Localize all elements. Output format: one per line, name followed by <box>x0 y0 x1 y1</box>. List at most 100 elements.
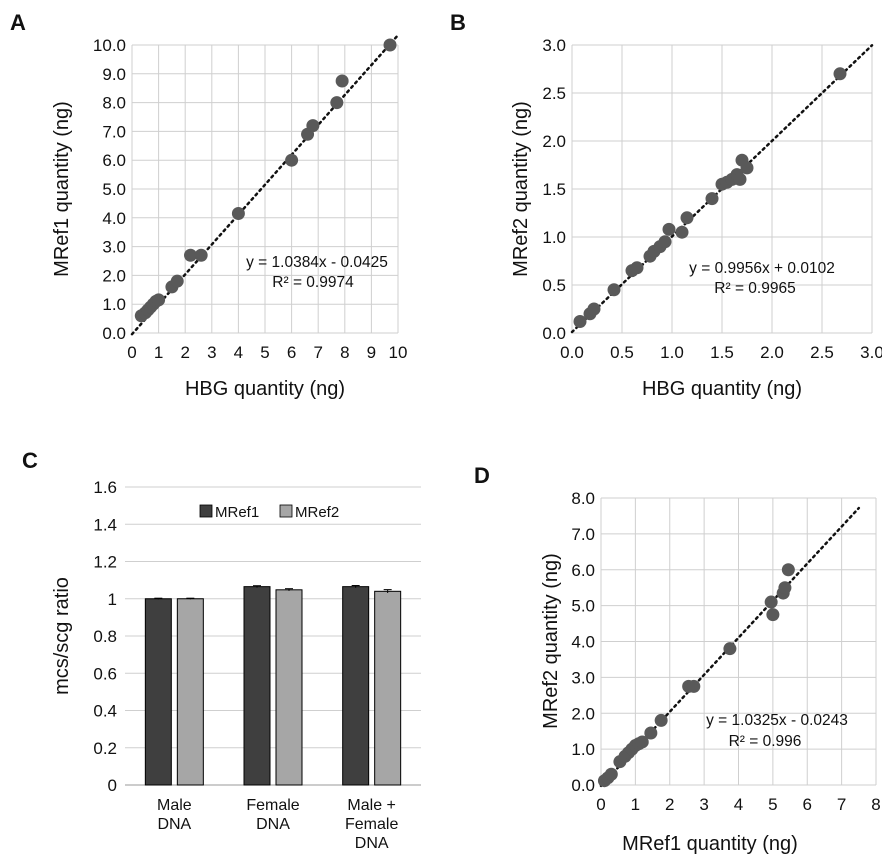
data-point <box>335 74 349 88</box>
y-tick-label: 0.0 <box>571 776 595 795</box>
data-point <box>658 235 672 249</box>
x-tick-label: 3.0 <box>860 343 882 362</box>
x-tick-label: 2.0 <box>760 343 784 362</box>
panel-letter: D <box>474 463 490 488</box>
y-tick-label: 7.0 <box>102 122 126 141</box>
x-tick-label: 7 <box>837 795 846 814</box>
y-tick-label: 3.0 <box>571 668 595 687</box>
panel-d: D 0 1 2 3 4 5 6 7 8 0.0 1.0 2.0 3.0 4.0 5.0 6.0 7.0 8.0 y =… <box>474 463 881 855</box>
y-axis-title: MRef2 quantity (ng) <box>510 101 532 277</box>
data-point <box>675 225 689 239</box>
legend-swatch-mref2 <box>279 504 293 518</box>
y-tick-label: 1.0 <box>542 228 566 247</box>
y-tick-label: 2.0 <box>571 704 595 723</box>
data-point <box>833 67 847 81</box>
y-tick-label: 1.0 <box>571 740 595 759</box>
panel-letter: A <box>10 10 26 35</box>
data-point <box>152 293 166 307</box>
y-tick-label: 8.0 <box>571 489 595 508</box>
data-point <box>764 595 778 609</box>
bar-mref2 <box>275 589 303 786</box>
data-point <box>604 767 618 781</box>
legend-label: MRef1 <box>215 504 259 521</box>
y-tick-label: 1.2 <box>93 553 117 572</box>
y-tick-label: 10.0 <box>93 36 126 55</box>
category-label: Female <box>345 816 398 833</box>
data-point <box>705 192 719 206</box>
y-tick-label: 5.0 <box>102 180 126 199</box>
y-tick-label: 0.0 <box>542 324 566 343</box>
data-point <box>170 274 184 288</box>
data-point <box>680 211 694 225</box>
y-tick-label: 7.0 <box>571 525 595 544</box>
x-tick-label: 1.0 <box>660 343 684 362</box>
y-tick-label: 0.8 <box>93 627 117 646</box>
x-tick-label: 2.5 <box>810 343 834 362</box>
data-point <box>306 119 320 133</box>
y-tick-label: 9.0 <box>102 65 126 84</box>
y-axis-title: mcs/scg ratio <box>51 577 73 695</box>
x-tick-label: 4 <box>734 795 743 814</box>
y-tick-label: 2.0 <box>102 266 126 285</box>
data-point <box>723 642 737 656</box>
y-tick-label: 5.0 <box>571 597 595 616</box>
x-tick-label: 5 <box>260 343 269 362</box>
x-tick-label: 5 <box>768 795 777 814</box>
category-label: Female <box>246 797 299 814</box>
x-axis-title: MRef1 quantity (ng) <box>622 833 798 855</box>
y-axis-title: MRef2 quantity (ng) <box>540 553 562 729</box>
x-tick-label: 0.5 <box>610 343 634 362</box>
data-point <box>644 726 658 740</box>
data-point <box>740 161 754 175</box>
y-tick-label: 1.6 <box>93 478 117 497</box>
r-squared-label: R² = 0.9974 <box>272 274 354 291</box>
category-label: DNA <box>355 835 389 852</box>
data-point <box>285 153 299 167</box>
x-tick-label: 6 <box>803 795 812 814</box>
x-tick-label: 1 <box>154 343 163 362</box>
data-point <box>607 283 621 297</box>
legend-label: MRef2 <box>295 504 339 521</box>
x-tick-label: 7 <box>313 343 322 362</box>
y-tick-label: 4.0 <box>571 633 595 652</box>
x-tick-label: 4 <box>234 343 243 362</box>
data-point <box>383 38 397 52</box>
y-tick-label: 3.0 <box>102 238 126 257</box>
x-tick-label: 3 <box>699 795 708 814</box>
data-point <box>766 608 780 622</box>
y-tick-label: 0.5 <box>542 276 566 295</box>
y-tick-label: 1.5 <box>542 180 566 199</box>
bar-mref1 <box>243 586 271 786</box>
y-tick-label: 0.0 <box>102 324 126 343</box>
x-axis-title: HBG quantity (ng) <box>185 378 345 400</box>
data-point <box>184 248 198 262</box>
x-tick-label: 2 <box>180 343 189 362</box>
x-tick-label: 9 <box>367 343 376 362</box>
data-point <box>630 261 644 275</box>
r-squared-label: R² = 0.996 <box>729 733 802 750</box>
category-label: Male + <box>347 797 395 814</box>
panel-c: C 0 0.2 0.4 0.6 0.8 1 1.2 1.4 1.6 Male DNA Female DNA… <box>22 448 421 852</box>
data-point <box>194 248 208 262</box>
y-tick-label: 0 <box>108 776 117 795</box>
category-label: DNA <box>256 816 290 833</box>
data-point <box>635 735 649 749</box>
y-axis-title: MRef1 quantity (ng) <box>51 101 73 277</box>
y-tick-label: 0.2 <box>93 739 117 758</box>
data-point <box>662 222 676 236</box>
x-tick-label: 3 <box>207 343 216 362</box>
data-point <box>687 679 701 693</box>
x-tick-label: 0 <box>127 343 136 362</box>
panel-letter: C <box>22 448 38 473</box>
y-tick-label: 2.0 <box>542 132 566 151</box>
data-point <box>733 172 747 186</box>
x-tick-label: 1 <box>631 795 640 814</box>
data-point <box>573 314 587 328</box>
bar-mref2 <box>176 598 204 786</box>
trendline-equation: y = 1.0325x - 0.0243 <box>706 712 848 729</box>
data-point <box>231 206 245 220</box>
bar-mref1 <box>144 598 172 786</box>
x-tick-label: 0.0 <box>560 343 584 362</box>
bar-mref2 <box>374 590 402 786</box>
